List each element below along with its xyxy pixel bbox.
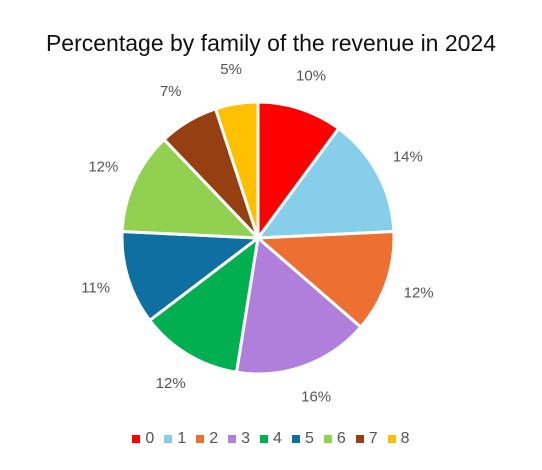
legend-swatch-2 <box>196 435 205 443</box>
legend-label-1: 1 <box>177 430 187 447</box>
legend-swatch-6 <box>323 435 332 443</box>
data-label-5: 11% <box>81 279 110 296</box>
legend-swatch-3 <box>228 435 237 443</box>
legend-swatch-5 <box>291 435 300 443</box>
pie-slice-2 <box>256 230 396 329</box>
pie-slice-6 <box>120 138 260 240</box>
data-label-8: 5% <box>220 61 242 78</box>
legend-label-0: 0 <box>145 430 155 447</box>
legend-item-0: 0 <box>132 430 154 448</box>
data-label-0: 10% <box>296 67 326 84</box>
legend-swatch-8 <box>387 435 396 443</box>
data-label-2: 12% <box>404 285 434 302</box>
legend-label-5: 5 <box>304 430 314 447</box>
legend-swatch-0 <box>132 435 141 443</box>
chart-legend: 0 1 2 3 4 5 6 7 8 <box>0 430 542 448</box>
legend-item-1: 1 <box>164 430 186 448</box>
legend-label-6: 6 <box>336 430 346 447</box>
legend-swatch-4 <box>260 435 269 443</box>
legend-item-7: 7 <box>355 430 378 448</box>
pie-slice-5 <box>120 230 260 322</box>
pie-slice-4 <box>148 236 260 374</box>
data-label-7: 7% <box>160 83 182 100</box>
legend-item-3: 3 <box>228 430 250 448</box>
data-label-1: 14% <box>393 149 423 166</box>
legend-swatch-7 <box>355 435 364 443</box>
legend-item-6: 6 <box>323 430 346 448</box>
data-label-4: 12% <box>156 375 186 392</box>
legend-label-4: 4 <box>273 430 282 447</box>
legend-item-2: 2 <box>196 430 218 448</box>
legend-label-2: 2 <box>209 430 219 447</box>
legend-item-4: 4 <box>260 430 282 448</box>
legend-label-3: 3 <box>241 430 251 447</box>
data-label-6: 12% <box>88 158 118 175</box>
legend-label-7: 7 <box>368 430 378 447</box>
pie-slice-3 <box>235 236 363 376</box>
legend-item-8: 8 <box>387 430 410 448</box>
pie-slice-8 <box>214 100 260 240</box>
legend-label-8: 8 <box>400 430 410 447</box>
pie-slice-0 <box>256 100 341 240</box>
legend-swatch-1 <box>164 435 173 443</box>
chart-title: Percentage by family of the revenue in 2… <box>45 30 497 56</box>
pie-slice-1 <box>256 126 396 240</box>
legend-item-5: 5 <box>291 430 314 448</box>
data-label-3: 16% <box>301 389 331 406</box>
